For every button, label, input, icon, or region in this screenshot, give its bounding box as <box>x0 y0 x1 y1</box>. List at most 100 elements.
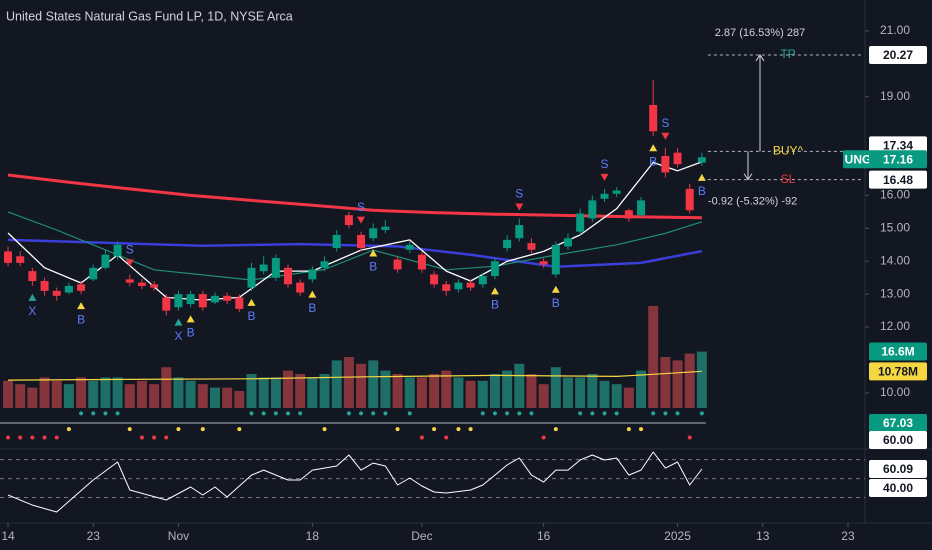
volume-bar <box>258 377 269 408</box>
y-tick-label: 21.00 <box>880 23 910 37</box>
volume-label: 16.6M <box>881 345 914 359</box>
signal-dot <box>115 411 120 416</box>
volume-bar <box>599 380 610 408</box>
signal-dot <box>699 411 704 416</box>
candle-body <box>150 284 159 288</box>
signal-label: S <box>661 116 669 130</box>
signal-dot <box>6 435 11 440</box>
signal-dot <box>66 427 71 432</box>
x-tick-label: 13 <box>756 529 770 543</box>
volume-bar <box>562 377 573 408</box>
signal-dot <box>407 411 412 416</box>
signal-triangle <box>125 259 134 267</box>
signal-label: B <box>698 184 706 198</box>
signal-dot <box>578 411 583 416</box>
candle-body <box>697 157 706 163</box>
candle-body <box>673 152 682 165</box>
signal-dot <box>492 411 497 416</box>
candle-body <box>503 239 512 249</box>
signal-dot <box>273 411 278 416</box>
volume-bar <box>112 377 123 408</box>
symbol-label-box <box>843 150 873 169</box>
x-tick-label: 23 <box>841 529 855 543</box>
volume-bar <box>489 374 500 408</box>
signal-dot <box>626 427 631 432</box>
signal-label: S <box>126 243 134 257</box>
signal-triangle <box>490 287 499 295</box>
signal-dot <box>590 411 595 416</box>
signal-dot <box>139 435 144 440</box>
volume-bar <box>343 357 354 408</box>
signal-dot <box>127 427 132 432</box>
pane3-ref-label: 40.00 <box>883 481 913 495</box>
volume-bar <box>161 367 172 408</box>
y-tick-label: 13.00 <box>880 286 910 300</box>
candle-body <box>478 276 487 285</box>
signal-triangle <box>649 144 658 152</box>
y-tick-label: 14.00 <box>880 253 910 267</box>
candle-body <box>52 290 61 296</box>
candle-body <box>259 264 268 272</box>
gain-text: 2.87 (16.53%) 287 <box>715 27 806 39</box>
signal-dot <box>30 435 35 440</box>
signal-dot <box>79 411 84 416</box>
moving-average-line <box>7 173 702 220</box>
volume-bar <box>295 374 306 408</box>
candle-body <box>223 295 232 301</box>
candle-body <box>125 279 134 283</box>
volume-bar <box>623 387 634 408</box>
candle-body <box>600 193 609 199</box>
gain-arrow-head <box>755 54 765 62</box>
candle-body <box>515 225 524 239</box>
signal-triangle <box>174 318 183 326</box>
candle-body <box>539 261 548 265</box>
volume-bar <box>270 377 281 408</box>
y-tick-label: 19.00 <box>880 89 910 103</box>
signal-dot <box>639 427 644 432</box>
volume-bar <box>636 370 647 408</box>
tp-price-label: 20.27 <box>883 48 913 62</box>
pane3-value-label: 60.09 <box>883 462 913 476</box>
candle-body <box>89 267 98 280</box>
volume-bar <box>575 377 586 408</box>
pane2-level-label-box <box>869 414 927 433</box>
volume-label-box <box>869 342 927 361</box>
candle-body <box>417 254 426 270</box>
candle-body <box>551 244 560 275</box>
signal-dot <box>359 411 364 416</box>
signal-dot <box>480 411 485 416</box>
candle-body <box>527 243 536 250</box>
volume-bar <box>550 367 561 408</box>
last-price-label: 17.16 <box>883 152 913 166</box>
candle-body <box>685 188 694 211</box>
x-tick-label: Dec <box>411 529 432 543</box>
chart-title: United States Natural Gas Fund LP, 1D, N… <box>6 9 293 23</box>
volume-ma-label-box <box>869 362 927 381</box>
volume-bar <box>209 387 220 408</box>
candle-body <box>28 271 37 281</box>
signal-dot <box>18 435 23 440</box>
volume-bar <box>404 377 415 408</box>
x-tick-label: 2025 <box>664 529 691 543</box>
signal-dot <box>541 435 546 440</box>
entry-price-label: 17.34 <box>883 139 913 153</box>
volume-bar <box>197 384 208 408</box>
signal-label: X <box>174 329 182 343</box>
candle-body <box>271 257 280 278</box>
volume-bar <box>307 377 318 408</box>
volume-bar <box>88 380 99 408</box>
volume-bar <box>246 374 257 408</box>
volume-ma-label: 10.78M <box>878 365 918 379</box>
signal-dot <box>152 435 157 440</box>
candle-body <box>393 259 402 270</box>
volume-bar <box>331 360 342 408</box>
candle-body <box>405 244 414 250</box>
volume-bar <box>514 363 525 408</box>
signal-triangle <box>697 173 706 181</box>
signal-dot <box>103 411 108 416</box>
signal-label: B <box>491 298 499 312</box>
candle-body <box>284 267 293 285</box>
trade-level-label: BUY^ <box>773 144 804 158</box>
